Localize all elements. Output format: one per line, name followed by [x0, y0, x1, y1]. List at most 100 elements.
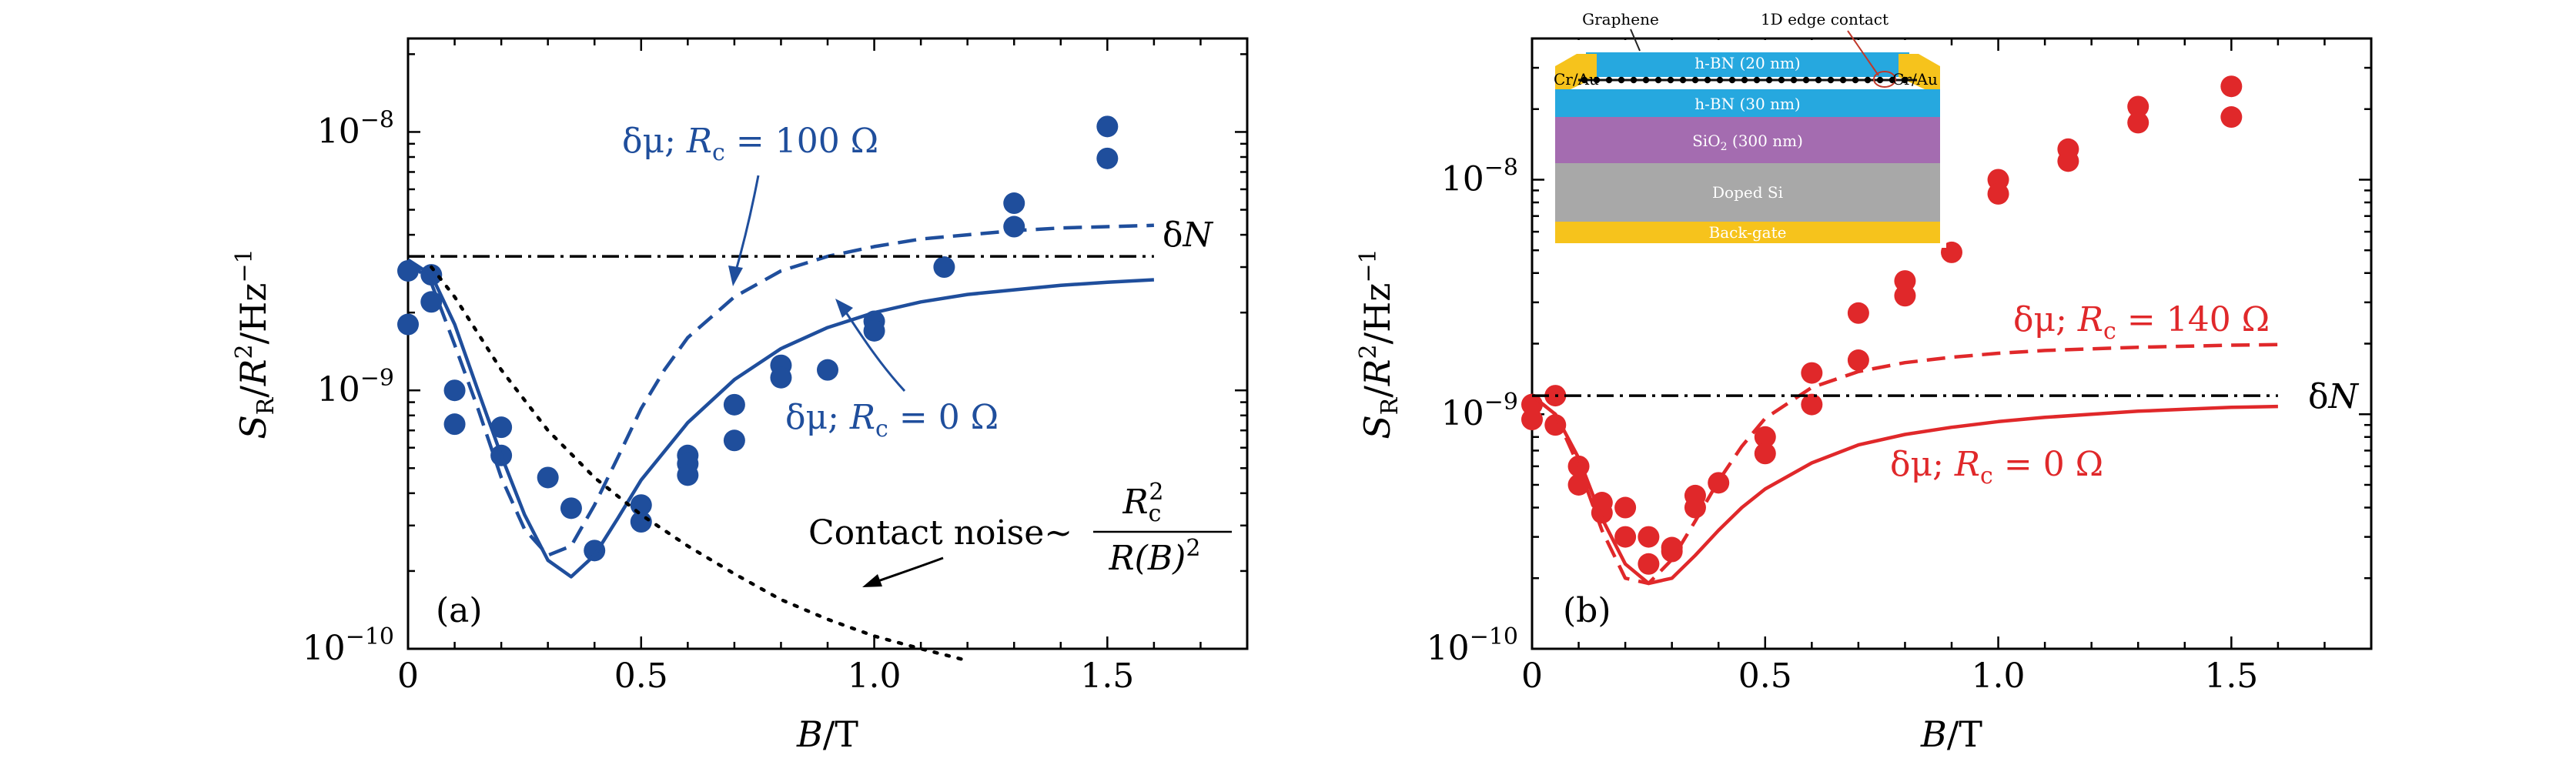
- panel-b-data-point: [1521, 409, 1543, 431]
- panel-a-y-axis-label: SR/R2/Hz−1: [231, 249, 279, 439]
- panel-b-data-point: [1894, 285, 1916, 307]
- panel-a-arrowhead-solid: [835, 299, 853, 318]
- panel-b-data-point: [1894, 270, 1916, 292]
- panel-a-data-point: [723, 393, 745, 416]
- device-schematic-inset: Graphene 1D edge contact h-BN (20 nm) h-…: [1546, 10, 1946, 248]
- panel-a-dotted-line: [430, 265, 969, 663]
- graphene-atom: [1790, 76, 1798, 84]
- graphene-atom: [1876, 76, 1884, 84]
- panel-b-data-point: [1708, 472, 1730, 494]
- graphene-atom: [1827, 76, 1835, 84]
- panel-a-data-point: [1096, 115, 1119, 138]
- graphene-atom: [1593, 76, 1601, 84]
- panel-b-y-tick-label: 10−8: [1441, 154, 1518, 199]
- panel-b-data-point: [2220, 75, 2243, 98]
- panel-a-data-point: [1003, 215, 1025, 238]
- graphene-atom: [1889, 76, 1896, 84]
- panel-a-data-point: [723, 429, 745, 452]
- panel-b-data-point: [1638, 553, 1660, 575]
- panel-a-data-point: [630, 511, 652, 533]
- layer-hbn-30: [1555, 89, 1940, 117]
- panel-a-data-point: [817, 359, 838, 381]
- panel-a-data-point: [443, 413, 466, 436]
- graphene-atom: [1815, 76, 1822, 84]
- panel-a-data-point: [490, 416, 513, 439]
- inset-hbn20-label: h-BN (20 nm): [1694, 54, 1800, 72]
- graphene-atom: [1618, 76, 1625, 84]
- panel-b-x-tick-label: 1.0: [1972, 656, 2026, 696]
- graphene-atom: [1765, 76, 1773, 84]
- panel-b: 0 0.5 1.0 1.5 10−10 10−9 10−8 SR/R2/Hz−1 B/T (…: [1355, 10, 2373, 755]
- panel-a-data-point: [933, 256, 955, 279]
- inset-graphene-label: Graphene: [1582, 10, 1659, 28]
- panel-a-series: [397, 115, 1155, 663]
- inset-crau-left: Cr/Au: [1554, 70, 1599, 89]
- panel-a-contact-den: R(B)2: [1109, 535, 1201, 578]
- panel-a-x-tick-label: 0: [397, 656, 419, 696]
- panel-a-data-point: [397, 313, 419, 336]
- graphene-atom: [1716, 76, 1724, 84]
- panel-b-x-tick-label: 1.5: [2204, 656, 2258, 696]
- panel-a-data-point: [420, 291, 443, 313]
- panel-b-label-dN: δN: [2308, 377, 2360, 416]
- panel-a-contact-text: Contact noise~: [808, 513, 1072, 553]
- inset-crau-right: Cr/Au: [1892, 70, 1938, 89]
- panel-a-data-point: [560, 497, 582, 519]
- graphene-atom: [1852, 76, 1859, 84]
- panel-a-arrow-contact: [873, 556, 944, 584]
- graphene-atom: [1679, 76, 1687, 84]
- panel-a-x-tick-label: 1.5: [1080, 656, 1134, 696]
- graphene-atom: [1630, 76, 1638, 84]
- graphene-atom: [1901, 76, 1909, 84]
- graphene-atom: [1642, 76, 1650, 84]
- panel-a-ticks: 0 0.5 1.0 1.5 10−10 10−9 10−8: [303, 38, 1249, 696]
- panel-b-y-tick-label: 10−10: [1427, 623, 1518, 668]
- panel-b-data-point: [2220, 106, 2243, 129]
- graphene-atom: [1741, 76, 1748, 84]
- panel-a-label: (a): [436, 591, 483, 630]
- panel-a-data-point: [770, 366, 792, 389]
- panel-b-label-solid: δμ; Rc = 0 Ω: [1890, 445, 2103, 489]
- panel-a-y-tick-label: 10−9: [317, 365, 394, 409]
- panel-a-x-tick-label: 1.0: [848, 656, 902, 696]
- panel-a-data-point: [677, 464, 699, 486]
- graphene-atoms: [1581, 76, 1909, 84]
- graphene-atom: [1704, 76, 1711, 84]
- panel-b-data-point: [1987, 182, 2009, 205]
- panel-b-data-point: [1847, 302, 1869, 324]
- graphene-atom: [1839, 76, 1847, 84]
- graphene-atom: [1864, 76, 1872, 84]
- panel-a-y-tick-label: 10−8: [317, 106, 394, 151]
- layer-doped-si: [1555, 163, 1940, 222]
- panel-b-data-point: [1614, 526, 1637, 548]
- panel-b-data-point: [1801, 393, 1823, 416]
- panel-b-data-point: [2057, 150, 2079, 172]
- graphene-atom: [1654, 76, 1662, 84]
- graphene-atom: [1605, 76, 1613, 84]
- panel-b-solid-line: [1531, 394, 2278, 586]
- panel-b-series: [1521, 75, 2278, 586]
- edge-contact-marker: [1873, 71, 1896, 88]
- panel-b-label-dashed: δμ; Rc = 140 Ω: [2013, 300, 2270, 345]
- panel-b-x-tick-label: 0.5: [1738, 656, 1792, 696]
- graphene-atom: [1753, 76, 1761, 84]
- panel-b-data-point: [2127, 95, 2149, 118]
- panel-a-data-point: [863, 319, 885, 342]
- panel-a-label-solid: δμ; Rc = 0 Ω: [785, 398, 999, 443]
- panel-a-arrowhead-contact: [862, 574, 882, 587]
- panel-b-data-point: [1614, 496, 1637, 519]
- panel-b-data-point: [1544, 414, 1567, 436]
- panel-b-x-tick-label: 0: [1521, 656, 1543, 696]
- panel-a-y-tick-label: 10−10: [303, 623, 394, 668]
- panel-b-data-point: [1684, 496, 1706, 519]
- panel-a-contact-num: Rc2: [1122, 479, 1163, 527]
- graphene-atom: [1691, 76, 1699, 84]
- panel-b-data-point: [1801, 362, 1823, 384]
- panel-a-x-axis-label: B/T: [796, 713, 858, 755]
- inset-edge-label: 1D edge contact: [1761, 10, 1889, 28]
- panel-a-x-tick-label: 0.5: [614, 656, 668, 696]
- panel-a-dashed-line: [406, 223, 1154, 557]
- inset-hbn30-label: h-BN (30 nm): [1694, 95, 1800, 113]
- panel-a-data-point: [1096, 147, 1119, 169]
